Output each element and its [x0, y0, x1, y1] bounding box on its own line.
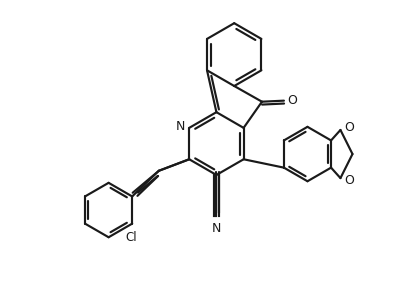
Text: O: O — [344, 174, 354, 187]
Text: O: O — [344, 121, 354, 134]
Text: O: O — [287, 94, 297, 107]
Text: N: N — [176, 120, 185, 133]
Text: N: N — [211, 222, 221, 235]
Text: Cl: Cl — [125, 231, 137, 245]
